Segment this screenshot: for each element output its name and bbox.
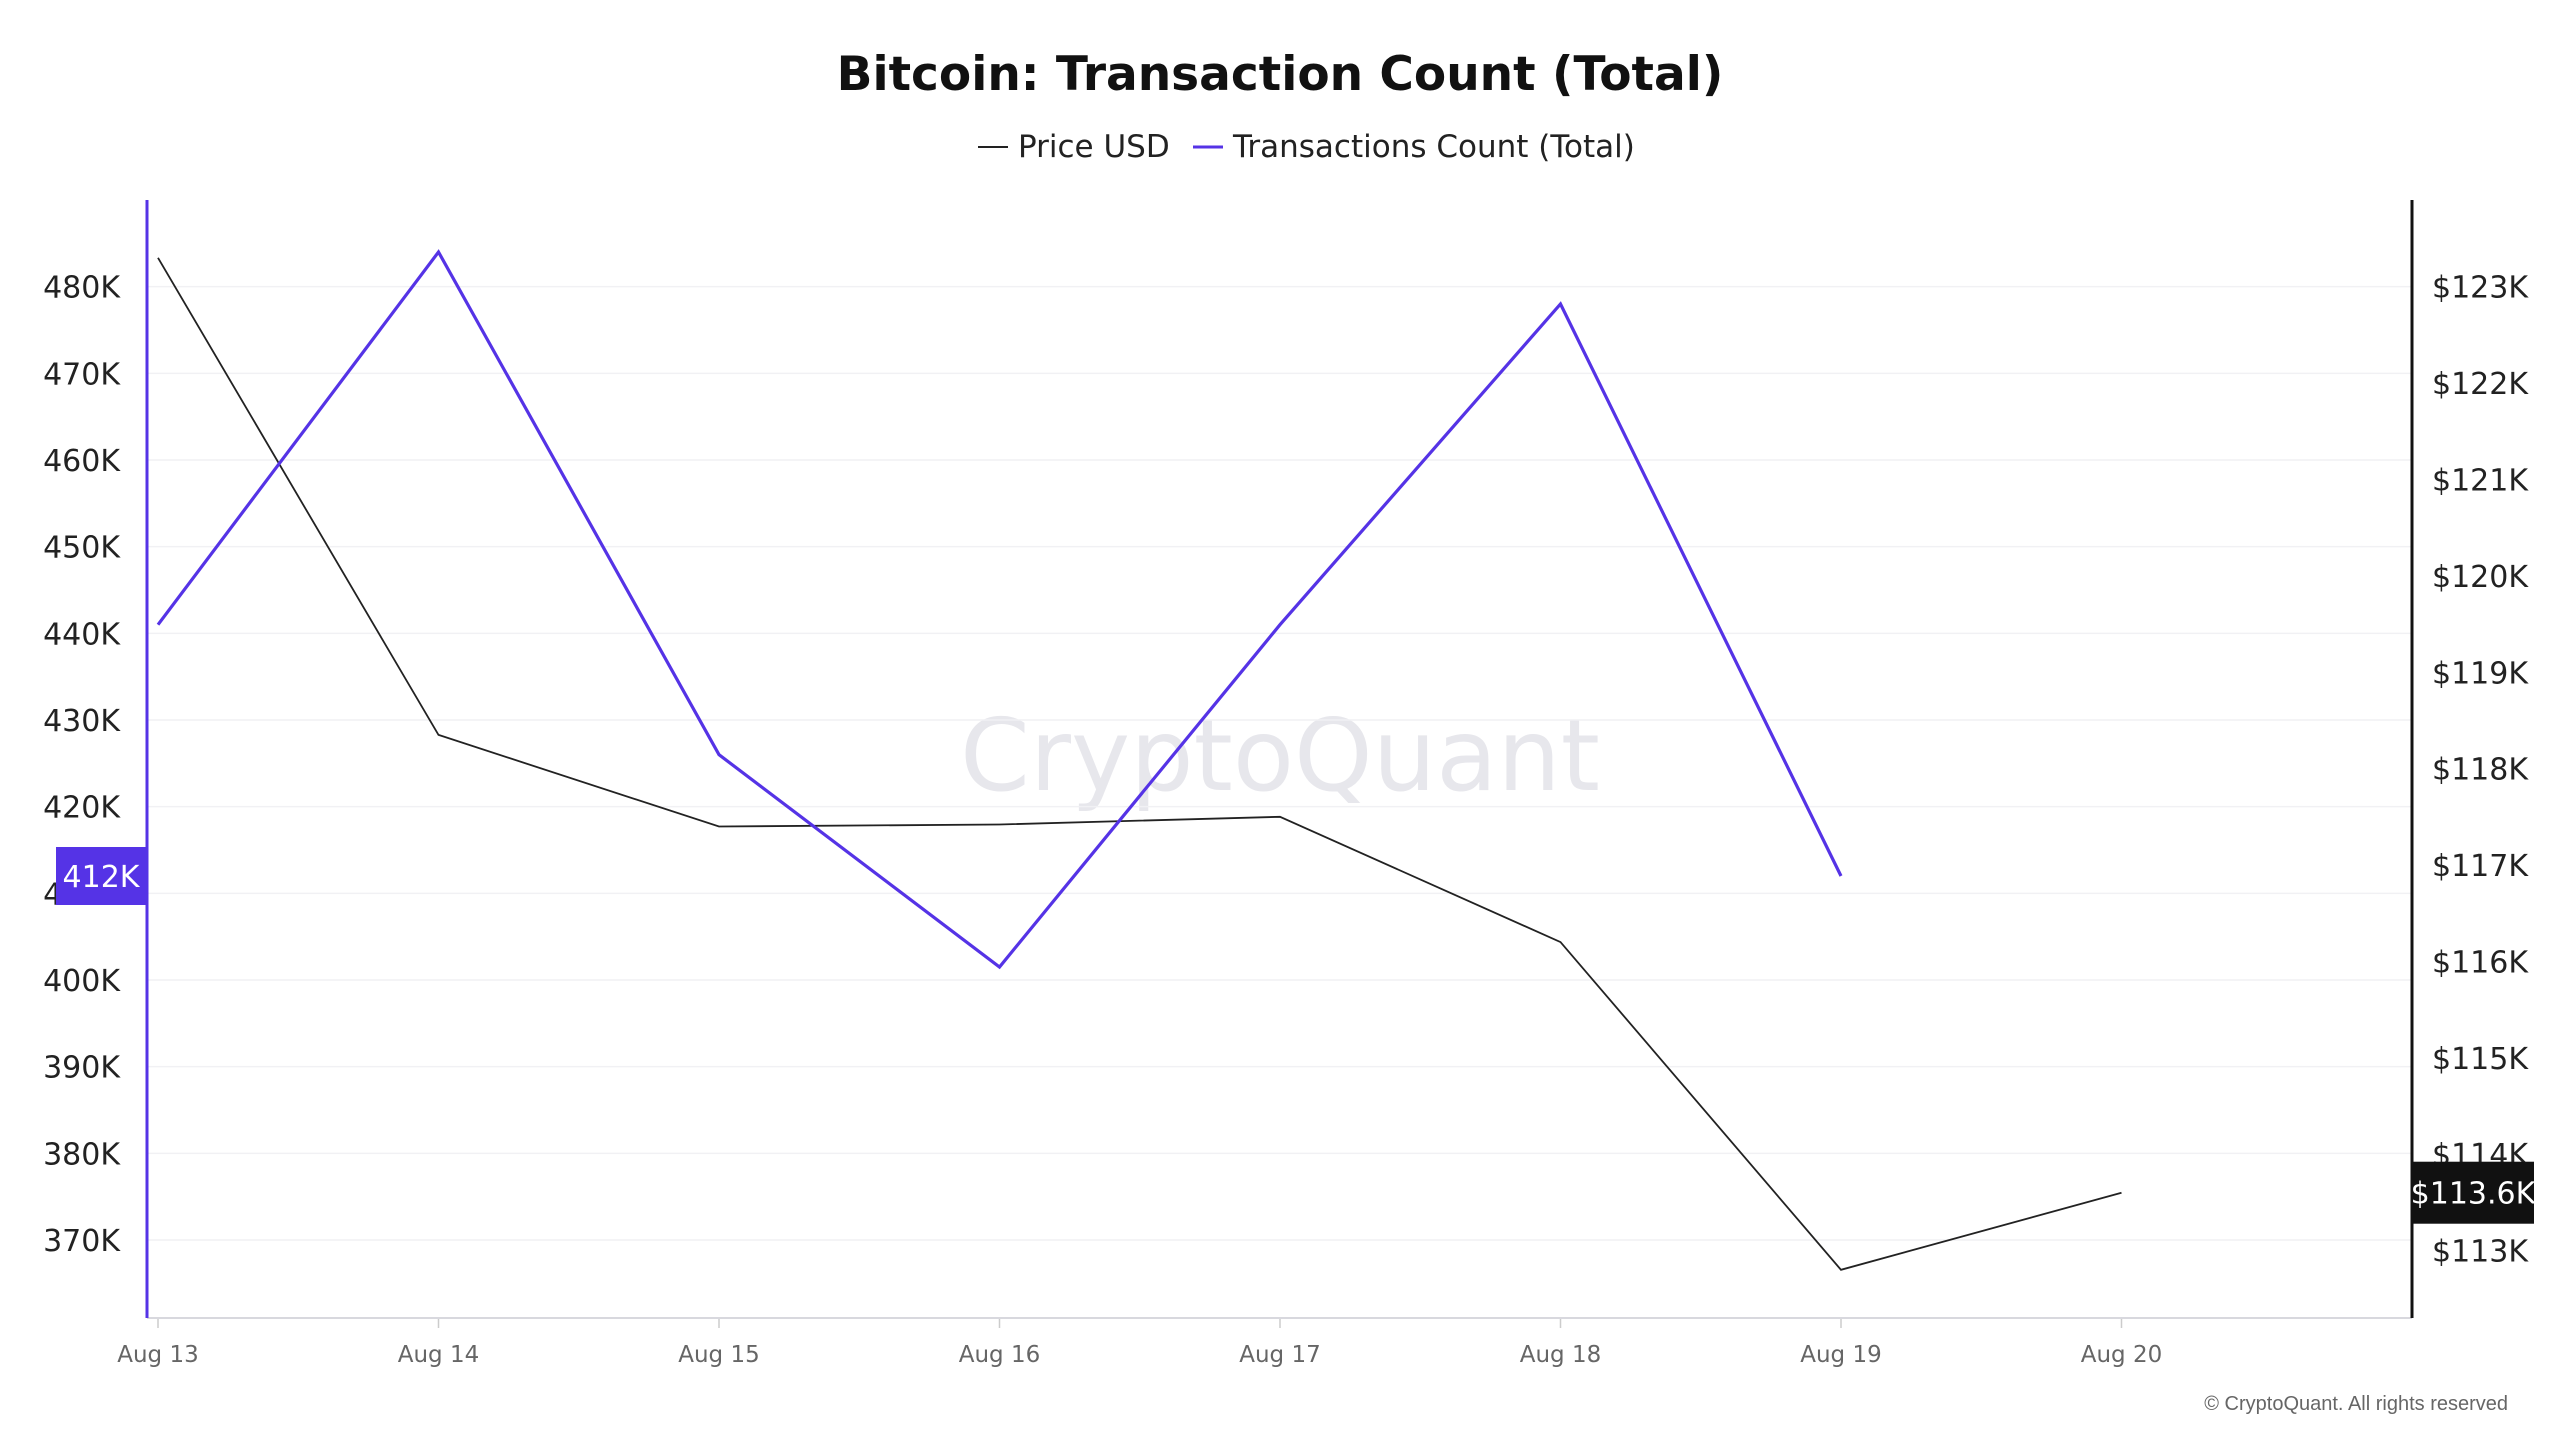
- left-tick-label: 470K: [43, 357, 121, 392]
- right-last-value-badge: [2412, 1161, 2534, 1224]
- x-tick-label: Aug 14: [398, 1342, 480, 1368]
- right-tick-label: $116K: [2432, 945, 2529, 980]
- series-lines: [156, 249, 2122, 1271]
- left-last-value-text: 412K: [63, 860, 141, 895]
- legend: Price USD Transactions Count (Total): [978, 129, 1635, 165]
- left-tick-label: 430K: [43, 704, 121, 739]
- left-tick-label: 380K: [43, 1137, 121, 1172]
- right-axis-ticks: $113K$114K$115K$116K$117K$118K$119K$120K…: [2432, 271, 2529, 1270]
- watermark: CryptoQuant: [960, 697, 1600, 814]
- left-tick-label: 420K: [43, 791, 121, 826]
- x-tick-label: Aug 18: [1520, 1342, 1602, 1368]
- right-tick-label: $119K: [2432, 656, 2529, 691]
- x-tick-label: Aug 16: [959, 1342, 1041, 1368]
- gridlines: [147, 285, 2412, 1241]
- transactions-count-line: [156, 249, 1843, 970]
- left-tick-label: 450K: [43, 531, 121, 566]
- left-axis-ticks: 370K380K390K400K410K420K430K440K450K460K…: [43, 271, 121, 1259]
- right-tick-label: $120K: [2432, 560, 2529, 595]
- left-tick-label: 480K: [43, 271, 121, 306]
- chart-title: Bitcoin: Transaction Count (Total): [837, 47, 1724, 102]
- x-tick-label: Aug 19: [1800, 1342, 1882, 1368]
- right-tick-label: $121K: [2432, 464, 2529, 499]
- right-tick-label: $117K: [2432, 849, 2529, 884]
- left-tick-label: 370K: [43, 1224, 121, 1259]
- price-usd-line: [157, 257, 2122, 1271]
- x-tick-label: Aug 20: [2081, 1342, 2163, 1368]
- right-tick-label: $118K: [2432, 753, 2529, 788]
- axes: [145, 200, 2414, 1319]
- right-last-value-text: $113.6K: [2411, 1177, 2537, 1212]
- right-tick-label: $123K: [2432, 271, 2529, 306]
- left-last-value-badge: [56, 847, 147, 905]
- right-tick-label: $113K: [2432, 1235, 2529, 1270]
- left-tick-label: 390K: [43, 1051, 121, 1086]
- copyright-notice: © CryptoQuant. All rights reserved: [2204, 1393, 2508, 1415]
- x-tick-label: Aug 13: [117, 1342, 199, 1368]
- legend-label-price: Price USD: [1018, 129, 1170, 165]
- legend-label-transactions: Transactions Count (Total): [1232, 129, 1635, 165]
- left-tick-label: 460K: [43, 444, 121, 479]
- x-tick-label: Aug 17: [1239, 1342, 1321, 1368]
- right-tick-label: $122K: [2432, 367, 2529, 402]
- left-tick-label: 400K: [43, 964, 121, 999]
- value-badges: 412K $113.6K: [56, 847, 2537, 1224]
- x-tick-label: Aug 15: [678, 1342, 760, 1368]
- left-tick-label: 440K: [43, 617, 121, 652]
- x-axis-ticks: Aug 13 Aug 14 Aug 15 Aug 16 Aug 17 Aug 18 Aug …: [117, 1318, 2162, 1368]
- right-tick-label: $115K: [2432, 1042, 2529, 1077]
